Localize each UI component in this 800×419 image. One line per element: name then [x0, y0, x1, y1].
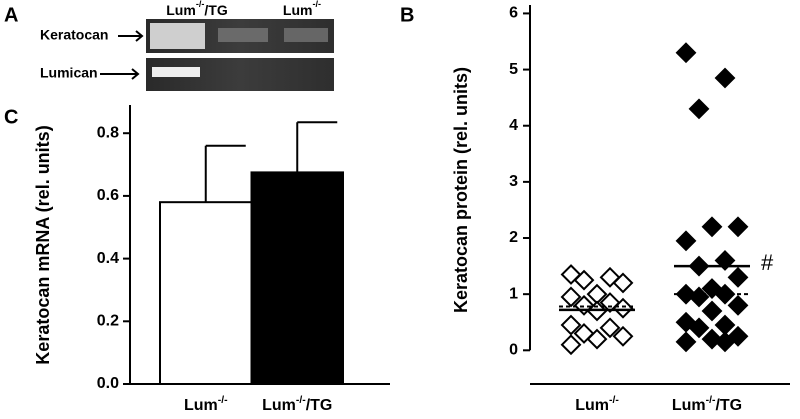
y-tick-label: 6 [509, 5, 518, 22]
x-tick-label: Lum-/- [184, 395, 228, 414]
label-sup: -/- [312, 0, 321, 9]
label-base: Lum [283, 2, 313, 18]
label-sup: -/- [296, 395, 306, 406]
label-suffix: /TG [306, 397, 333, 414]
panel-label: A [4, 4, 18, 26]
x-tick-label: Lum-/-/TG [672, 395, 742, 414]
arrow [100, 30, 144, 80]
point [560, 334, 582, 356]
y-tick-label: 2 [509, 229, 518, 246]
annotation: # [761, 250, 774, 275]
y-tick-label: 3 [509, 173, 518, 190]
label-base: Lum [672, 397, 706, 414]
x-tick-label: Lum-/- [575, 395, 619, 414]
y-tick-label: 0.0 [97, 375, 119, 392]
point [612, 297, 634, 319]
column-label: Lum-/-/TG [166, 0, 228, 18]
label-base: Lum [166, 2, 196, 18]
point [727, 294, 749, 316]
label-sup: -/- [609, 395, 619, 406]
label-sup: -/- [196, 0, 205, 9]
point [675, 42, 697, 64]
label-sup: -/- [706, 395, 716, 406]
point [560, 314, 582, 336]
blot [146, 19, 334, 91]
panel-label: C [4, 106, 18, 128]
y-axis-label: Keratocan mRNA (rel. units) [33, 125, 53, 364]
point [573, 294, 595, 316]
column-label: Lum-/- [283, 0, 321, 18]
point [688, 98, 710, 120]
point [675, 283, 697, 305]
point [573, 323, 595, 344]
row-label: Keratocan [40, 27, 108, 43]
point [688, 317, 710, 339]
label-base: Lum [262, 397, 296, 414]
label-sup: -/- [218, 395, 228, 406]
x-tick-label: Lum-/-/TG [262, 395, 332, 414]
label-base: Lum [184, 397, 218, 414]
point [714, 331, 736, 353]
point [714, 314, 736, 336]
point [599, 266, 621, 288]
y-tick-label: 0.8 [97, 124, 119, 141]
point [573, 269, 595, 291]
point [701, 300, 723, 322]
label-base: Lum [575, 397, 609, 414]
y-tick-label: 0 [509, 342, 518, 359]
bar [159, 201, 253, 385]
point [586, 328, 608, 350]
panel-label: B [400, 4, 414, 26]
point [714, 67, 736, 89]
y-tick-label: 1 [509, 285, 518, 302]
bar [250, 171, 344, 385]
y-tick-label: 0.6 [97, 187, 119, 204]
point [727, 266, 749, 288]
point [675, 331, 697, 353]
label-suffix: /TG [715, 397, 742, 414]
point [727, 216, 749, 238]
point [599, 317, 621, 339]
label-suffix: /TG [204, 2, 227, 18]
point [701, 216, 723, 238]
point [612, 325, 634, 347]
row-label: Lumican [40, 65, 98, 81]
y-axis-label: Keratocan protein (rel. units) [451, 67, 471, 313]
y-tick-label: 0.2 [97, 313, 119, 330]
point [675, 230, 697, 252]
y-tick-label: 5 [509, 61, 518, 78]
point [560, 286, 582, 308]
y-tick-label: 0.4 [97, 250, 119, 267]
point [612, 272, 634, 294]
y-tick-label: 4 [509, 117, 518, 134]
axis [529, 5, 790, 385]
